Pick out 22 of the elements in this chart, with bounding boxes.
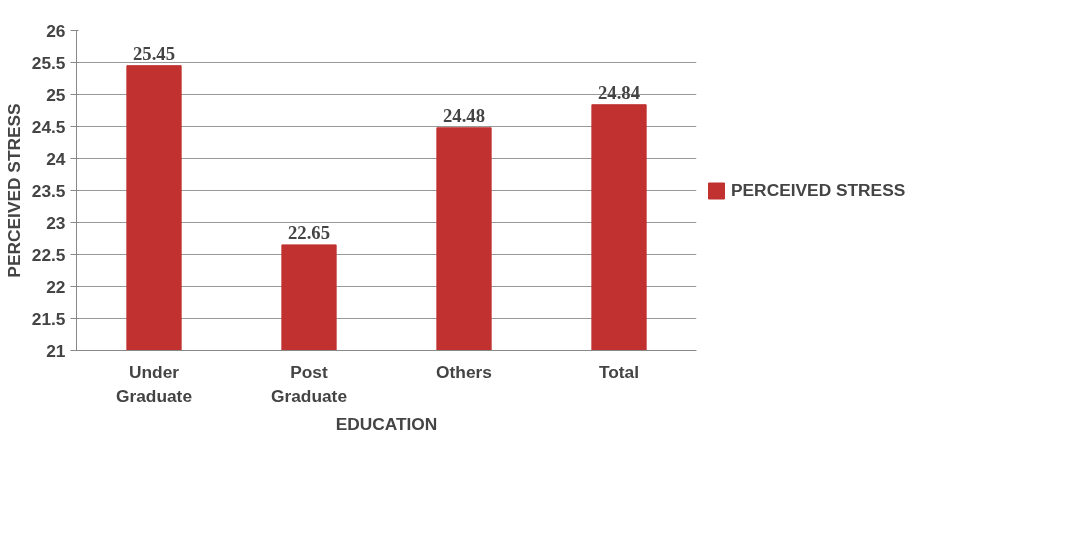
data-label: 25.45 [133, 42, 175, 64]
x-tick-label: Under Graduate [115, 361, 193, 406]
y-tick-label: 26 [46, 20, 66, 41]
legend-label: PERCEIVED STRESS [731, 179, 906, 201]
y-tick-label: 22.5 [31, 244, 66, 265]
y-tick-label: 24.5 [31, 116, 66, 137]
y-tick-label: 21 [46, 340, 66, 361]
y-axis-title: PERCEIVED STRESS [3, 103, 24, 278]
data-label: 22.65 [288, 221, 330, 243]
data-label: 24.48 [443, 104, 485, 126]
x-tick-label: Total [598, 361, 640, 382]
y-tick-label: 21.5 [31, 308, 66, 329]
y-tick-label: 23.5 [31, 180, 66, 201]
y-tick-label: 25.5 [31, 52, 66, 73]
y-tick-label: 22 [46, 276, 66, 297]
y-tick-label: 24 [46, 148, 66, 169]
data-label: 24.84 [598, 81, 640, 103]
x-axis-title: EDUCATION [335, 413, 438, 434]
y-tick-label: 25 [46, 84, 66, 105]
x-tick-label: Others [436, 361, 492, 382]
x-tick-label: Post Graduate [270, 361, 348, 406]
y-tick-label: 23 [46, 212, 66, 233]
